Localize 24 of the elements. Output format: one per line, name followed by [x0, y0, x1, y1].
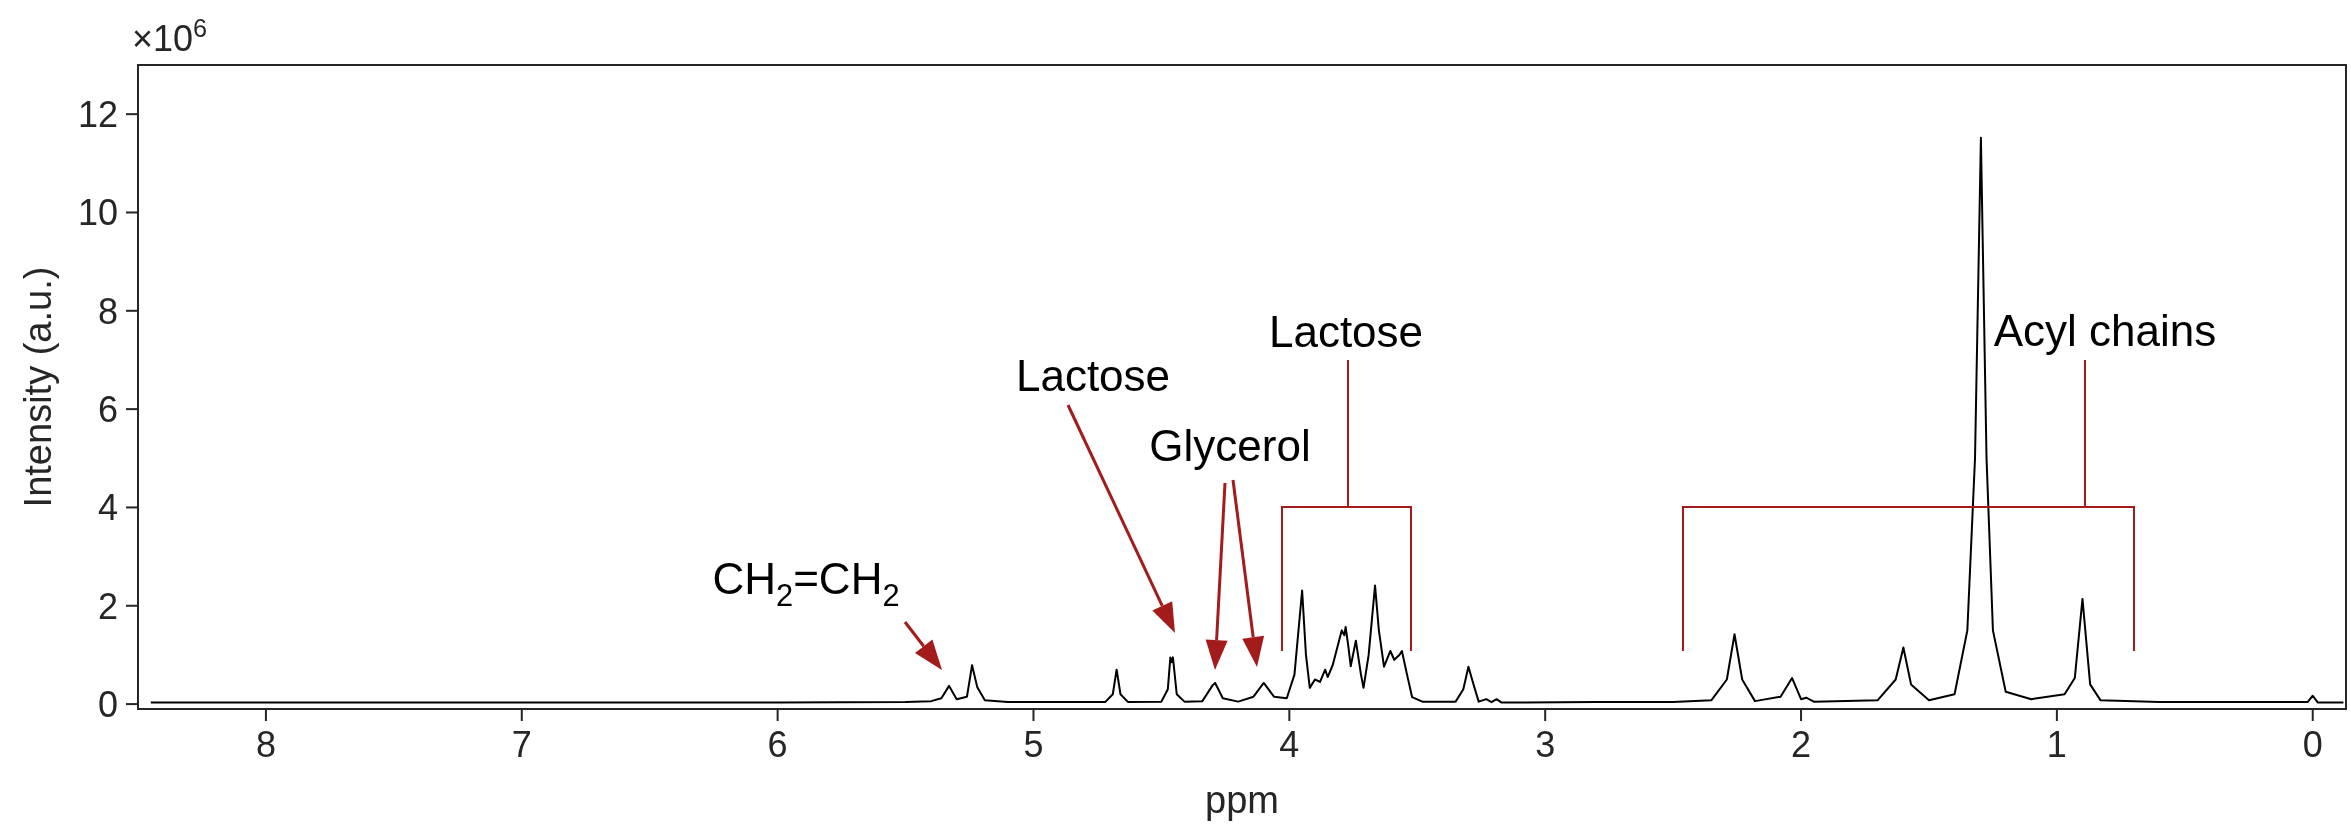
y-tick-label: 2 [97, 585, 118, 627]
x-tick-label: 6 [767, 723, 788, 765]
annotation: Acyl chains [1993, 305, 2217, 355]
text: ×10$^{6}$ [132, 14, 208, 59]
y-tick-label: 12 [77, 93, 118, 135]
x-tick-label: 0 [2302, 723, 2323, 765]
y-axis-title: Intensity (a.u.) [17, 266, 60, 508]
y-tick-label: 4 [97, 487, 118, 529]
annotation: Glycerol [1149, 420, 1311, 470]
y-tick-label: 10 [77, 192, 118, 234]
x-tick-label: 5 [1023, 723, 1044, 765]
y-tick-label: 0 [97, 683, 118, 725]
x-tick-label: 8 [255, 723, 276, 765]
x-tick-label: 4 [1279, 723, 1300, 765]
y-tick-label: 6 [97, 388, 118, 430]
annotation: Lactose [1268, 306, 1424, 356]
x-tick-label: 2 [1791, 723, 1812, 765]
y-tick-label: 8 [97, 290, 118, 332]
annotation: CH$_{2}$=CH$_{2}$ [712, 553, 900, 613]
x-tick-label: 3 [1535, 723, 1556, 765]
x-tick-label: 7 [511, 723, 532, 765]
annotation: Lactose [1015, 350, 1171, 400]
x-axis-title: ppm [1205, 779, 1279, 821]
x-tick-label: 1 [2046, 723, 2067, 765]
